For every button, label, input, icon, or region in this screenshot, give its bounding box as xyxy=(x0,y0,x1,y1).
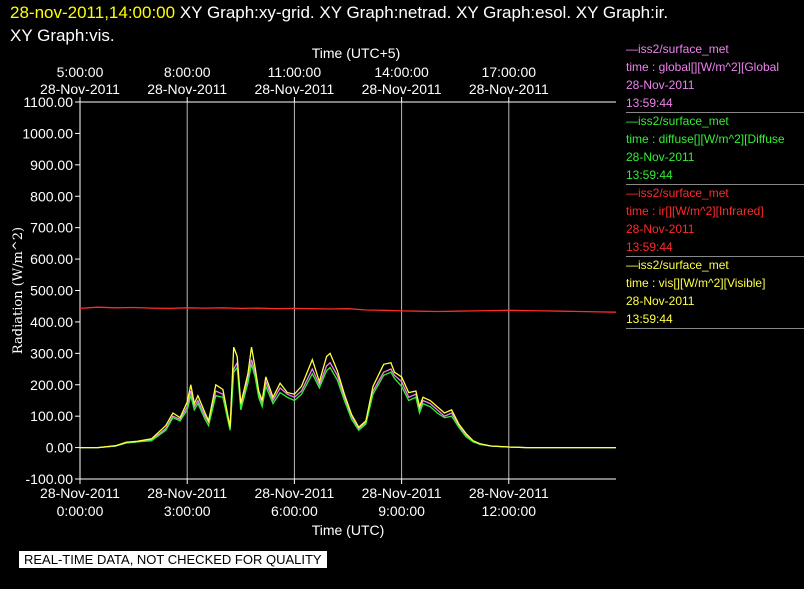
x-tick-date: 28-Nov-2011 xyxy=(362,485,442,501)
x-tick-time: 0:00:00 xyxy=(57,503,104,519)
y-tick-label: 200.00 xyxy=(30,377,73,393)
x-top-tick-date: 28-Nov-2011 xyxy=(469,81,549,97)
legend-date: 28-Nov-2011 xyxy=(626,150,695,164)
x-top-axis-label: Time (UTC+5) xyxy=(312,45,401,61)
x-axis-label: Time (UTC) xyxy=(312,522,385,538)
x-top-tick-time: 17:00:00 xyxy=(482,64,537,80)
y-tick-label: 900.00 xyxy=(30,157,73,173)
series-line-diffuse xyxy=(80,364,616,449)
legend-source: —iss2/surface_met xyxy=(626,258,729,272)
x-tick-date: 28-Nov-2011 xyxy=(40,485,120,501)
series-line-vis xyxy=(80,346,616,449)
y-tick-label: 1000.00 xyxy=(22,125,73,141)
x-top-tick-date: 28-Nov-2011 xyxy=(147,81,227,97)
x-tick-time: 12:00:00 xyxy=(482,503,537,519)
x-top-tick-time: 8:00:00 xyxy=(164,64,211,80)
y-tick-label: 700.00 xyxy=(30,220,73,236)
legend-field: time : vis[][W/m^2][Visible] xyxy=(626,276,766,290)
legend-time: 13:59:44 xyxy=(626,312,673,326)
y-axis-label: Radiation (W/m^2) xyxy=(11,227,26,354)
x-top-tick-date: 28-Nov-2011 xyxy=(254,81,334,97)
legend-source: —iss2/surface_met xyxy=(626,42,729,56)
legend-date: 28-Nov-2011 xyxy=(626,294,695,308)
graph-list-label: XY Graph:xy-grid. XY Graph:netrad. XY Gr… xyxy=(179,3,669,22)
date-time-label: 28-nov-2011,14:00:00 xyxy=(10,3,176,22)
legend-date: 28-Nov-2011 xyxy=(626,78,695,92)
x-tick-time: 9:00:00 xyxy=(378,503,425,519)
x-tick-date: 28-Nov-2011 xyxy=(254,485,334,501)
legend-date: 28-Nov-2011 xyxy=(626,222,695,236)
y-tick-label: 0.00 xyxy=(46,440,73,456)
legend-field: time : global[][W/m^2][Global xyxy=(626,60,780,74)
x-tick-date: 28-Nov-2011 xyxy=(147,485,227,501)
legend-time: 13:59:44 xyxy=(626,96,673,110)
y-tick-label: 300.00 xyxy=(30,345,73,361)
legend-field: time : ir[][W/m^2][Infrared] xyxy=(626,204,764,218)
y-tick-label: -100.00 xyxy=(26,471,74,487)
series-line-global xyxy=(80,359,616,449)
legend-time: 13:59:44 xyxy=(626,240,673,254)
x-top-tick-date: 28-Nov-2011 xyxy=(362,81,442,97)
graph-title-line2: XY Graph:vis. xyxy=(10,26,115,46)
y-tick-label: 400.00 xyxy=(30,314,73,330)
quality-warning: REAL-TIME DATA, NOT CHECKED FOR QUALITY xyxy=(19,551,327,568)
x-top-tick-time: 11:00:00 xyxy=(268,64,322,80)
y-tick-label: 800.00 xyxy=(30,188,73,204)
x-top-tick-time: 14:00:00 xyxy=(374,64,429,80)
x-tick-time: 6:00:00 xyxy=(271,503,318,519)
x-top-tick-time: 5:00:00 xyxy=(57,64,104,80)
x-tick-time: 3:00:00 xyxy=(164,503,211,519)
graph-list-label-2: XY Graph:vis. xyxy=(10,26,115,45)
series-line-ir xyxy=(79,306,617,313)
y-tick-label: 500.00 xyxy=(30,283,73,299)
legend-field: time : diffuse[][W/m^2][Diffuse xyxy=(626,132,785,146)
legend-source: —iss2/surface_met xyxy=(626,186,729,200)
y-tick-label: 100.00 xyxy=(30,408,73,424)
x-tick-date: 28-Nov-2011 xyxy=(469,485,549,501)
legend-time: 13:59:44 xyxy=(626,168,673,182)
graph-title-line1: 28-nov-2011,14:00:00 XY Graph:xy-grid. X… xyxy=(10,3,668,23)
x-top-tick-date: 28-Nov-2011 xyxy=(40,81,120,97)
legend-source: —iss2/surface_met xyxy=(626,114,729,128)
y-tick-label: 1100.00 xyxy=(23,94,73,110)
y-tick-label: 600.00 xyxy=(30,251,73,267)
